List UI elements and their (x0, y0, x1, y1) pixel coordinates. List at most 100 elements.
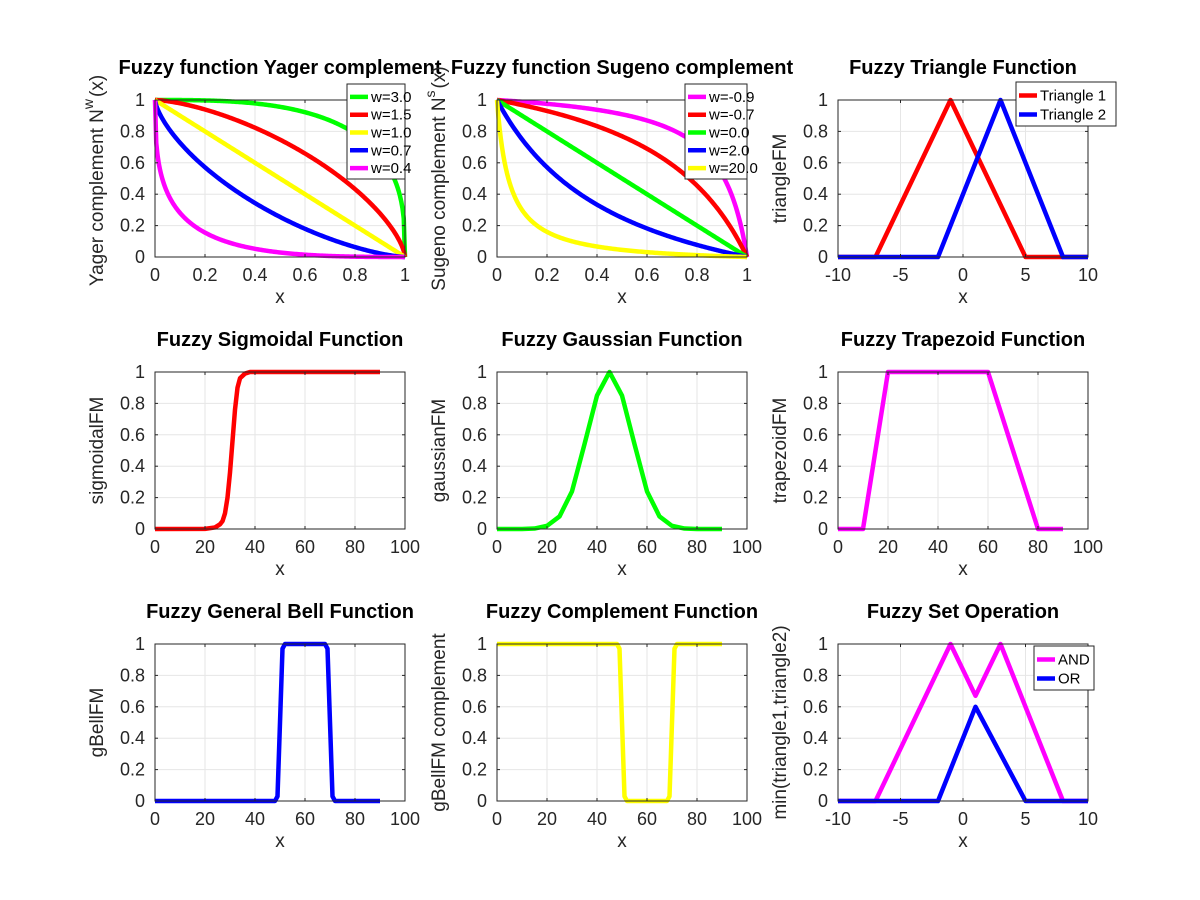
legend-label: Triangle 1 (1040, 88, 1106, 105)
x-tick-label: 80 (687, 537, 707, 557)
x-tick-label: 10 (1078, 809, 1098, 829)
series-line-w-0-7 (152, 99, 406, 260)
chart-title: Fuzzy Complement Function (486, 601, 758, 623)
legend-box (1015, 81, 1117, 127)
x-tick-label: 5 (1020, 265, 1030, 285)
x-axis-label: x (275, 287, 285, 308)
x-tick-label: 100 (390, 537, 420, 557)
x-tick-label: 100 (1073, 537, 1103, 557)
y-tick-label: 1 (818, 634, 828, 654)
x-tick-label: 0 (958, 809, 968, 829)
x-tick-label: 60 (978, 537, 998, 557)
y-tick-label: 0.6 (803, 697, 828, 717)
y-tick-label: 0.6 (120, 425, 145, 445)
x-tick-label: 60 (295, 809, 315, 829)
x-tick-label: 0 (492, 809, 502, 829)
chart-title: Fuzzy Set Operation (867, 601, 1059, 623)
series-line-w-0-0 (495, 98, 749, 259)
x-tick-label: 1 (742, 265, 752, 285)
y-tick-label: 0.6 (803, 153, 828, 173)
x-tick-label: 40 (245, 537, 265, 557)
x-tick-label: 0.6 (292, 265, 317, 285)
x-tick-label: 0.2 (192, 265, 217, 285)
chart-panel-trapezoid: 0 20 40 60 80 100 0 0.2 0.4 0.6 0.8 1 x trapezoidFM Fu… (770, 329, 1103, 580)
x-axis-label: x (617, 287, 627, 308)
y-tick-label: 0.6 (462, 153, 487, 173)
y-tick-label: 0.6 (803, 425, 828, 445)
x-tick-label: 0 (958, 265, 968, 285)
x-axis-label: x (275, 559, 285, 580)
x-tick-label: 20 (195, 537, 215, 557)
x-tick-label: 0 (150, 265, 160, 285)
legend-label: AND (1058, 652, 1090, 669)
y-tick-label: 0.8 (120, 393, 145, 413)
legend-label: w=0.7 (370, 142, 411, 159)
y-tick-label: 0.6 (462, 697, 487, 717)
y-tick-label: 0.4 (803, 456, 828, 476)
legend: Triangle 1 Triangle 2 (1015, 81, 1117, 127)
y-tick-label: 0.8 (803, 393, 828, 413)
series-line-w-2-0 (495, 98, 748, 260)
chart-panel-sugeno: 0 0.2 0.4 0.6 0.8 1 0 0.2 0.4 0.6 0.8 1 x Sugeno comp… (422, 57, 793, 308)
x-tick-label: 60 (295, 537, 315, 557)
x-tick-label: 100 (732, 537, 762, 557)
y-tick-label: 1 (135, 362, 145, 382)
y-axis-label: gBellFM (87, 688, 108, 758)
y-tick-label: 0.8 (120, 121, 145, 141)
legend-label: w=20.0 (708, 160, 758, 177)
y-axis-label-tail: (x) (429, 66, 450, 88)
legend-label: w=1.0 (370, 125, 411, 142)
y-tick-label: 0.2 (120, 488, 145, 508)
y-axis-label-main: Sugeno complement N (429, 97, 450, 290)
x-axis-label: x (617, 831, 627, 852)
y-tick-label: 1 (477, 90, 487, 110)
y-tick-label: 0 (477, 791, 487, 811)
x-tick-label: -10 (825, 809, 851, 829)
x-tick-label: 0.8 (684, 265, 709, 285)
x-tick-label: 0.4 (584, 265, 609, 285)
x-axis-label: x (958, 287, 968, 308)
legend-label: w=2.0 (708, 142, 749, 159)
x-axis-label: x (617, 559, 627, 580)
x-tick-label: 40 (928, 537, 948, 557)
y-tick-label: 1 (477, 362, 487, 382)
y-axis-label-tail: (x) (87, 75, 108, 97)
x-tick-label: 80 (687, 809, 707, 829)
x-axis-label: x (958, 831, 968, 852)
y-tick-label: 0 (135, 247, 145, 267)
y-tick-label: 0.8 (803, 665, 828, 685)
y-axis-label: trapezoidFM (770, 398, 791, 504)
legend-label: Triangle 2 (1040, 107, 1106, 124)
y-tick-label: 0.6 (462, 425, 487, 445)
series-line-main (154, 369, 380, 532)
y-tick-label: 0.2 (120, 760, 145, 780)
y-tick-label: 0.8 (462, 665, 487, 685)
y-tick-label: 0.2 (803, 488, 828, 508)
y-tick-label: 1 (477, 634, 487, 654)
x-tick-label: 20 (537, 809, 557, 829)
x-tick-label: 80 (345, 537, 365, 557)
series-line-w-1-0 (153, 98, 407, 259)
y-tick-label: 0.4 (462, 728, 487, 748)
x-tick-label: 100 (732, 809, 762, 829)
legend: w=-0.9w=-0.7w=0.0w=2.0w=20.0 (684, 83, 758, 180)
y-tick-label: 0.8 (120, 665, 145, 685)
y-tick-label: 0.2 (803, 760, 828, 780)
y-tick-label: 0.8 (462, 121, 487, 141)
y-tick-label: 0 (135, 791, 145, 811)
legend-label: w=1.5 (370, 107, 411, 124)
chart-panel-gbell: 0 20 40 60 80 100 0 0.2 0.4 0.6 0.8 1 x gBellFM Fuzzy … (87, 601, 420, 852)
x-tick-label: 40 (245, 809, 265, 829)
y-tick-label: 0.2 (462, 216, 487, 236)
x-tick-label: 20 (878, 537, 898, 557)
y-tick-label: 0.2 (120, 216, 145, 236)
legend-label: w=-0.9 (708, 89, 754, 106)
y-axis-label-subscript: w (80, 98, 96, 110)
legend-label: w=0.4 (370, 160, 411, 177)
y-tick-label: 0.4 (120, 184, 145, 204)
axes-box (496, 371, 748, 530)
legend: AND OR (1033, 645, 1095, 691)
y-tick-label: 0.4 (803, 728, 828, 748)
x-tick-label: 20 (195, 809, 215, 829)
